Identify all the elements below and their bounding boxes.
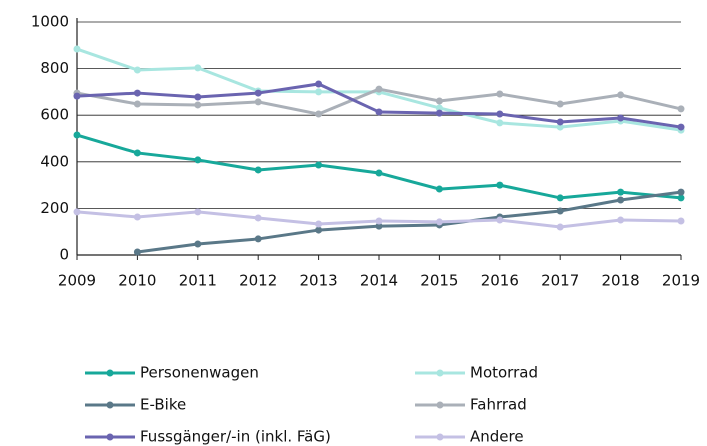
legend-label: E-Bike — [140, 396, 186, 414]
y-tick-label: 400 — [40, 152, 69, 170]
point — [254, 98, 262, 106]
point — [617, 188, 625, 196]
point — [677, 188, 685, 196]
legend-marker — [436, 369, 444, 377]
point — [194, 93, 202, 101]
point — [556, 223, 564, 231]
point — [133, 66, 141, 74]
legend-marker — [436, 401, 444, 409]
x-tick-label: 2014 — [360, 272, 398, 290]
point — [254, 235, 262, 243]
point — [496, 90, 504, 98]
point — [617, 216, 625, 224]
point — [556, 194, 564, 202]
x-tick-label: 2015 — [420, 272, 458, 290]
legend-marker — [106, 369, 114, 377]
point — [133, 100, 141, 108]
point — [133, 248, 141, 256]
legend-label: Fahrrad — [470, 396, 527, 414]
point — [496, 216, 504, 224]
point — [496, 119, 504, 127]
point — [133, 89, 141, 97]
point — [556, 123, 564, 131]
legend-label: Personenwagen — [140, 364, 259, 382]
point — [315, 220, 323, 228]
legend-label: Motorrad — [470, 364, 538, 382]
point — [617, 91, 625, 99]
point — [435, 185, 443, 193]
point — [194, 101, 202, 109]
legend-label: Andere — [470, 428, 524, 446]
point — [73, 45, 81, 53]
point — [556, 100, 564, 108]
point — [194, 156, 202, 164]
point — [677, 194, 685, 202]
point — [375, 169, 383, 177]
point — [375, 85, 383, 93]
point — [375, 108, 383, 116]
point — [496, 181, 504, 189]
x-tick-label: 2012 — [239, 272, 277, 290]
x-tick-label: 2010 — [118, 272, 156, 290]
x-tick-label: 2011 — [179, 272, 217, 290]
point — [194, 208, 202, 216]
point — [73, 92, 81, 100]
x-tick-label: 2013 — [300, 272, 338, 290]
point — [194, 240, 202, 248]
point — [133, 149, 141, 157]
point — [315, 226, 323, 234]
point — [677, 217, 685, 225]
point — [617, 196, 625, 204]
point — [617, 114, 625, 122]
point — [375, 222, 383, 230]
x-tick-label: 2019 — [662, 272, 700, 290]
point — [133, 213, 141, 221]
x-tick-label: 2018 — [602, 272, 640, 290]
legend-marker — [436, 433, 444, 441]
point — [556, 207, 564, 215]
point — [254, 89, 262, 97]
x-tick-label: 2017 — [541, 272, 579, 290]
legend-marker — [106, 401, 114, 409]
point — [194, 64, 202, 72]
point — [556, 118, 564, 126]
point — [315, 161, 323, 169]
point — [677, 105, 685, 113]
point — [435, 104, 443, 112]
y-tick-label: 1000 — [31, 13, 69, 31]
point — [375, 217, 383, 225]
x-tick-label: 2016 — [481, 272, 519, 290]
point — [315, 110, 323, 118]
y-tick-label: 800 — [40, 59, 69, 77]
point — [435, 218, 443, 226]
point — [435, 97, 443, 105]
point — [254, 214, 262, 222]
series-line — [137, 190, 682, 254]
point — [315, 88, 323, 96]
legend-label: Fussgänger/-in (inkl. FäG) — [140, 428, 331, 446]
y-tick-label: 600 — [40, 106, 69, 124]
legend-marker — [106, 433, 114, 441]
point — [496, 110, 504, 118]
y-tick-label: 0 — [59, 246, 69, 264]
series-line — [76, 133, 682, 200]
point — [677, 123, 685, 131]
point — [315, 80, 323, 88]
x-tick-label: 2009 — [58, 272, 96, 290]
y-tick-label: 200 — [40, 199, 69, 217]
point — [73, 208, 81, 216]
point — [73, 131, 81, 139]
point — [254, 166, 262, 174]
point — [435, 109, 443, 117]
